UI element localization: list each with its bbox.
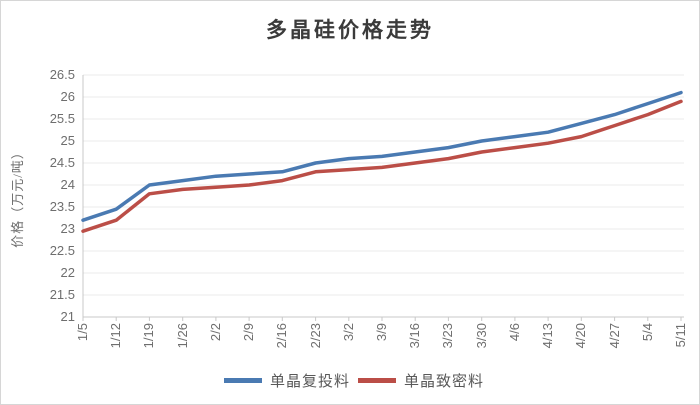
y-tick-label: 21.5 (49, 287, 75, 302)
x-tick-label: 2/16 (274, 323, 290, 349)
x-tick-label: 3/9 (374, 323, 389, 342)
y-tick-label: 26.5 (49, 67, 75, 82)
legend-swatch-danjing-futoulia (223, 378, 262, 383)
y-tick-label: 25.5 (49, 111, 75, 126)
x-tick-label: 5/11 (673, 323, 688, 348)
y-tick-label: 23.5 (49, 199, 75, 214)
x-tick-label: 2/2 (207, 323, 223, 342)
x-tick-label: 3/16 (407, 323, 423, 349)
x-tick-label: 1/19 (141, 323, 157, 349)
chart-title: 多晶硅价格走势 (266, 18, 434, 42)
x-tick-label: 3/23 (440, 323, 456, 349)
x-tick-label: 1/12 (108, 323, 124, 349)
x-tick-label: 2/9 (241, 323, 257, 342)
x-tick-label: 2/23 (307, 323, 323, 349)
y-tick-label: 25 (60, 133, 75, 148)
x-tick-label: 1/26 (174, 323, 190, 349)
y-tick-label: 24.5 (49, 155, 75, 170)
x-tick-label: 5/4 (639, 323, 655, 342)
legend-label-danjing-futoulia: 单晶复投料 (269, 374, 350, 390)
legend-swatch-danjing-zhimilia (358, 378, 396, 383)
x-tick-label: 4/27 (606, 323, 622, 349)
x-tick-label: 3/30 (473, 323, 489, 349)
x-tick-label: 4/20 (573, 323, 589, 349)
y-tick-label: 23 (60, 221, 75, 236)
x-tick-label: 3/2 (340, 323, 356, 342)
x-tick-label: 4/6 (506, 323, 522, 342)
chart-legend: 单晶复投料 单晶致密料 (1, 370, 699, 391)
y-tick-label: 24 (60, 177, 75, 192)
y-tick-label: 26 (60, 89, 75, 104)
x-tick-label: 4/13 (540, 323, 556, 349)
y-tick-label: 21 (60, 309, 75, 324)
y-tick-label: 22.5 (49, 243, 75, 258)
legend-label-danjing-zhimilia: 单晶致密料 (404, 374, 485, 390)
x-tick-label: 1/5 (75, 323, 90, 342)
y-tick-label: 22 (60, 265, 75, 280)
